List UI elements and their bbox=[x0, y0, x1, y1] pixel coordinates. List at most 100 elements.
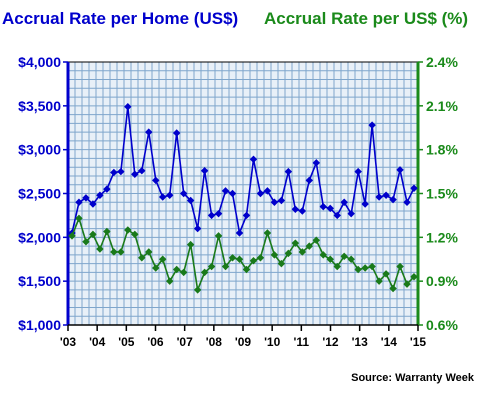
x-tick-label: '12 bbox=[322, 335, 339, 349]
pct-point bbox=[389, 284, 397, 293]
left-tick-label: $2,500 bbox=[18, 186, 61, 202]
home-point bbox=[221, 187, 230, 195]
left-tick-label: $3,000 bbox=[18, 142, 61, 158]
left-tick-label: $4,000 bbox=[18, 54, 61, 70]
x-tick-label: '07 bbox=[177, 335, 194, 349]
right-tick-label: 1.5% bbox=[426, 186, 458, 202]
pct-point bbox=[298, 248, 307, 256]
home-point bbox=[312, 159, 321, 167]
home-point bbox=[110, 168, 118, 177]
right-tick-label: 2.1% bbox=[426, 98, 458, 114]
pct-point bbox=[284, 249, 293, 258]
source-note: Source: Warranty Week bbox=[351, 372, 475, 384]
pct-point bbox=[200, 268, 209, 277]
home-point bbox=[214, 209, 223, 218]
home-point bbox=[228, 189, 237, 198]
home-series-line bbox=[71, 105, 415, 234]
pct-point bbox=[221, 262, 230, 271]
pct-point bbox=[347, 255, 355, 263]
pct-point bbox=[249, 256, 258, 265]
home-point bbox=[96, 191, 104, 199]
home-point bbox=[179, 189, 188, 198]
left-tick-label: $1,000 bbox=[18, 317, 61, 333]
home-point bbox=[172, 129, 181, 137]
pct-point bbox=[319, 251, 327, 259]
pct-point bbox=[375, 277, 383, 285]
right-tick-label: 0.9% bbox=[426, 273, 458, 289]
home-point bbox=[277, 196, 286, 205]
pct-point bbox=[382, 270, 390, 278]
x-tick-label: '14 bbox=[381, 335, 398, 349]
home-point bbox=[165, 191, 174, 199]
pct-point bbox=[228, 254, 237, 262]
home-point bbox=[249, 155, 258, 164]
left-tick-label: $1,500 bbox=[18, 273, 61, 289]
pct-point bbox=[96, 245, 104, 253]
pct-point bbox=[207, 262, 216, 271]
x-tick-label: '13 bbox=[352, 335, 369, 349]
home-point bbox=[298, 207, 307, 215]
pct-point bbox=[263, 229, 272, 237]
pct-point bbox=[214, 232, 223, 240]
home-point bbox=[186, 196, 195, 205]
left-tick-label: $2,000 bbox=[18, 229, 61, 245]
home-point bbox=[207, 211, 216, 220]
right-tick-label: 1.2% bbox=[426, 229, 458, 245]
x-tick-label: '15 bbox=[410, 335, 427, 349]
left-axis-ticks: $1,000 $1,500 $2,000 $2,500 $3,000 $3,500 $4,0… bbox=[18, 54, 68, 333]
pct-point bbox=[242, 265, 251, 274]
x-tick-label: '03 bbox=[60, 335, 77, 349]
home-point bbox=[284, 167, 293, 176]
pct-point bbox=[75, 214, 83, 223]
x-tick-label: '06 bbox=[147, 335, 164, 349]
home-point bbox=[242, 211, 251, 220]
right-tick-label: 2.4% bbox=[426, 54, 458, 70]
pct-point bbox=[235, 255, 244, 263]
home-point bbox=[333, 211, 341, 220]
pct-point bbox=[159, 255, 167, 263]
home-point bbox=[75, 198, 83, 206]
pct-point bbox=[124, 226, 132, 234]
x-axis-ticks: '03 '04 '05 '06 '07 '08 '09 '10 '11 '12 '13 '14 '15 bbox=[60, 325, 427, 349]
pct-point bbox=[305, 242, 314, 250]
home-point bbox=[82, 194, 90, 202]
home-point bbox=[375, 193, 383, 201]
home-point bbox=[256, 189, 265, 198]
home-point bbox=[389, 195, 397, 204]
pct-point bbox=[291, 239, 300, 247]
right-tick-label: 0.6% bbox=[426, 317, 458, 333]
home-point bbox=[368, 121, 376, 129]
home-point bbox=[361, 200, 369, 208]
x-tick-label: '05 bbox=[118, 335, 135, 349]
pct-point bbox=[103, 227, 111, 236]
pct-point bbox=[396, 262, 404, 271]
home-point bbox=[340, 198, 348, 206]
pct-point bbox=[68, 232, 76, 240]
home-point bbox=[152, 176, 160, 185]
pct-point bbox=[361, 264, 369, 272]
home-point bbox=[103, 185, 111, 193]
home-point bbox=[410, 184, 418, 192]
home-point bbox=[291, 205, 300, 214]
home-point bbox=[124, 102, 132, 111]
left-tick-label: $3,500 bbox=[18, 98, 61, 114]
pct-point bbox=[368, 262, 376, 271]
pct-point bbox=[340, 252, 348, 261]
pct-point bbox=[165, 277, 174, 285]
x-tick-label: '09 bbox=[235, 335, 252, 349]
pct-point bbox=[277, 259, 286, 268]
horizontal-gridlines bbox=[68, 70, 418, 317]
home-point bbox=[382, 191, 390, 199]
x-tick-label: '08 bbox=[206, 335, 223, 349]
pct-point bbox=[117, 248, 125, 256]
x-tick-label: '10 bbox=[264, 335, 281, 349]
series-layer bbox=[68, 102, 418, 294]
home-point bbox=[193, 224, 202, 233]
home-point bbox=[145, 128, 153, 136]
home-point bbox=[200, 166, 209, 175]
pct-point bbox=[138, 254, 146, 262]
pct-point bbox=[270, 251, 279, 259]
home-point bbox=[159, 193, 167, 201]
home-point bbox=[270, 198, 279, 206]
